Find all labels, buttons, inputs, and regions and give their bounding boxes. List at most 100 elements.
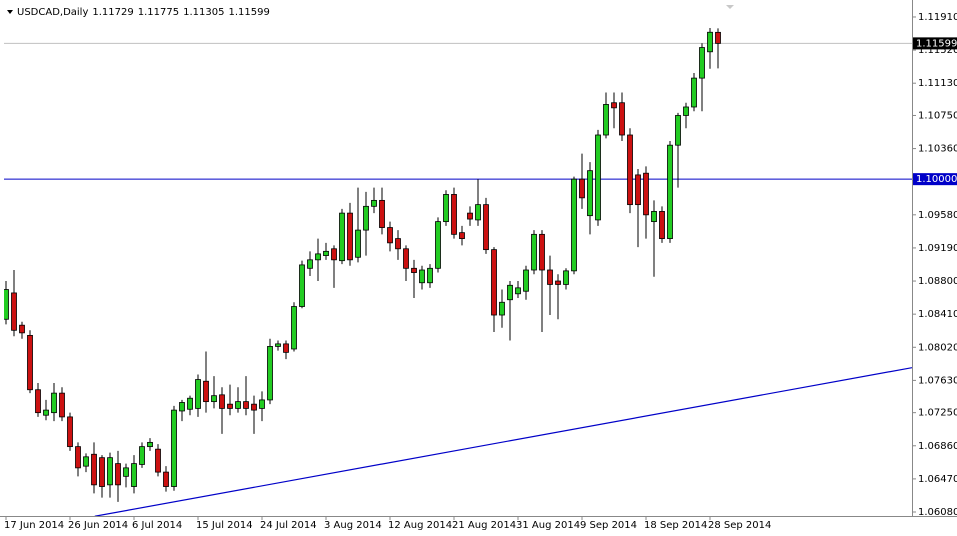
candle-body — [4, 289, 9, 320]
x-tick-label: 12 Aug 2014 — [388, 520, 452, 531]
candle-body — [451, 194, 457, 235]
y-tick-label: 1.08410 — [918, 309, 957, 320]
candle-body — [579, 178, 585, 199]
candle-body — [355, 229, 361, 258]
header-open: 1.11729 — [92, 7, 133, 18]
y-tick-label: 1.10360 — [918, 144, 957, 155]
candle-body — [427, 267, 433, 284]
candle-body — [707, 31, 713, 53]
candle-body — [179, 402, 185, 412]
x-tick-label: 9 Sep 2014 — [580, 520, 637, 531]
y-tick-label: 1.08800 — [918, 276, 957, 287]
header-low: 1.11305 — [183, 7, 224, 18]
candle-body — [555, 280, 561, 285]
header-high: 1.11775 — [138, 7, 179, 18]
candle-body — [635, 174, 641, 206]
candle-body — [227, 403, 233, 409]
candle-body — [643, 172, 649, 216]
candle-body — [347, 212, 353, 261]
candle-body — [339, 212, 345, 262]
candle-body — [27, 334, 33, 391]
candle-body — [611, 102, 617, 109]
candle-body — [123, 467, 129, 477]
price-label-box — [913, 37, 957, 50]
symbol: USDCAD,Daily — [17, 7, 88, 18]
y-tick-label: 1.07630 — [918, 375, 957, 386]
x-tick-label: 24 Jul 2014 — [260, 520, 317, 531]
y-tick-label: 1.11130 — [918, 78, 957, 89]
y-tick-label: 1.06860 — [918, 441, 957, 452]
trendline — [94, 367, 912, 516]
y-tick-label: 1.08020 — [918, 342, 957, 353]
y-tick-label: 1.09580 — [918, 210, 957, 221]
candle-body — [659, 211, 665, 239]
header-close: 1.11599 — [228, 7, 269, 18]
hline-label: 1.10000 — [916, 174, 957, 185]
candle-body — [467, 212, 473, 220]
x-tick-label: 26 Jun 2014 — [68, 520, 128, 531]
candle-body — [547, 269, 553, 285]
candle-body — [291, 306, 297, 350]
candle-body — [483, 204, 489, 251]
candle-body — [411, 267, 417, 273]
candle-body — [171, 409, 177, 487]
shift-marker — [726, 5, 734, 9]
y-tick-label: 1.06080 — [918, 507, 957, 518]
candle-body — [299, 264, 305, 307]
candle-body — [651, 211, 657, 223]
candle-body — [243, 401, 249, 409]
candle-body — [211, 395, 217, 403]
candle-body — [115, 463, 121, 486]
candle-body — [283, 343, 289, 353]
candle-body — [51, 392, 57, 414]
candle-body — [523, 269, 529, 292]
candle-body — [251, 403, 257, 411]
candle-body — [91, 453, 97, 486]
candle-body — [331, 248, 337, 261]
candle-body — [67, 416, 73, 448]
candle-body — [699, 47, 705, 79]
menu-arrow[interactable] — [7, 10, 13, 14]
candle-body — [595, 134, 601, 221]
candle-body — [75, 446, 81, 469]
y-tick-label: 1.06470 — [918, 474, 957, 485]
candle-body — [667, 144, 673, 239]
y-tick-label: 1.09190 — [918, 243, 957, 254]
candle-body — [203, 380, 209, 403]
candle-body — [323, 250, 329, 256]
x-tick-label: 17 Jun 2014 — [4, 520, 64, 531]
candle-body — [59, 392, 65, 418]
candle-body — [219, 394, 225, 409]
candle-body — [99, 457, 105, 487]
candle-body — [675, 115, 681, 146]
candle-body — [307, 259, 313, 269]
candle-body — [163, 471, 169, 487]
candle-body — [531, 233, 537, 271]
candle-body — [267, 346, 273, 401]
x-tick-label: 28 Sep 2014 — [708, 520, 771, 531]
candle-body — [587, 170, 593, 217]
candle-body — [235, 401, 241, 409]
candle-body — [315, 253, 321, 261]
candle-body — [715, 31, 721, 44]
candle-body — [403, 248, 409, 269]
candle-body — [155, 448, 161, 473]
candle-body — [147, 441, 153, 448]
candle-body — [363, 205, 369, 231]
candle-body — [619, 102, 625, 136]
plot-area — [4, 28, 912, 516]
candle-body — [491, 249, 497, 316]
candle-body — [435, 221, 441, 269]
candle-body — [187, 397, 193, 410]
y-tick-label: 1.10750 — [918, 110, 957, 121]
candle-body — [563, 270, 569, 285]
x-tick-label: 6 Jul 2014 — [132, 520, 182, 531]
candle-body — [691, 77, 697, 108]
candle-body — [131, 463, 137, 487]
x-tick-label: 31 Aug 2014 — [516, 520, 580, 531]
candle-body — [603, 104, 609, 136]
candle-body — [459, 232, 465, 239]
candle-body — [515, 287, 521, 295]
